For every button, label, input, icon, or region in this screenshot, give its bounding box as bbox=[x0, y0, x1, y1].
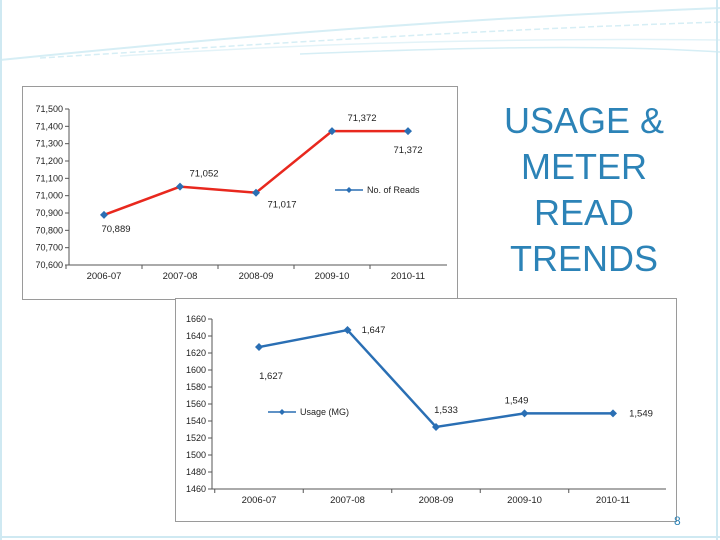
data-point-marker bbox=[176, 182, 184, 191]
y-tick-label: 70,600 bbox=[35, 260, 63, 270]
y-tick-label: 71,200 bbox=[35, 156, 63, 166]
x-tick-label: 2010-11 bbox=[596, 495, 630, 506]
y-tick-label: 71,500 bbox=[35, 104, 63, 114]
reads-chart: 70,600 70,700 70,800 70,900 71,000 71,100 71,2… bbox=[35, 104, 447, 282]
data-label: 71,372 bbox=[347, 113, 376, 124]
x-tick-label: 2009-10 bbox=[315, 271, 350, 282]
data-label: 71,052 bbox=[189, 169, 218, 180]
x-tick-label: 2008-09 bbox=[239, 271, 274, 282]
y-tick-label: 1620 bbox=[186, 348, 206, 358]
data-label: 1,549 bbox=[505, 395, 529, 406]
x-tick-label: 2009-10 bbox=[507, 495, 542, 506]
x-tick-label: 2007-08 bbox=[163, 271, 198, 282]
reads-chart-frame: 70,600 70,700 70,800 70,900 71,000 71,100 71,2… bbox=[22, 86, 458, 300]
y-tick-label: 1580 bbox=[186, 382, 206, 392]
y-tick-label: 1640 bbox=[186, 331, 206, 341]
x-tick-label: 2006-07 bbox=[87, 271, 122, 282]
data-label: 70,889 bbox=[101, 224, 130, 235]
data-point-marker bbox=[255, 343, 263, 352]
y-tick-label: 1600 bbox=[186, 365, 206, 375]
y-tick-label: 1480 bbox=[186, 467, 206, 477]
data-label: 1,533 bbox=[434, 405, 458, 416]
x-tick-label: 2007-08 bbox=[330, 495, 365, 506]
legend-label: Usage (MG) bbox=[300, 407, 349, 417]
data-point-marker bbox=[609, 409, 617, 418]
y-tick-label: 71,100 bbox=[35, 173, 63, 183]
legend-label: No. of Reads bbox=[367, 185, 420, 195]
slide-number: 8 bbox=[674, 514, 681, 528]
y-tick-label: 1660 bbox=[186, 314, 206, 324]
y-tick-label: 1520 bbox=[186, 433, 206, 443]
data-label: 71,017 bbox=[267, 200, 296, 211]
data-point-marker bbox=[404, 127, 412, 136]
series-line bbox=[103, 129, 408, 217]
bg-swoosh-2 bbox=[39, 21, 720, 59]
y-tick-label: 71,300 bbox=[35, 139, 63, 149]
data-point-marker bbox=[343, 326, 352, 335]
y-tick-label: 70,900 bbox=[35, 208, 63, 218]
data-point-marker bbox=[100, 210, 108, 219]
y-tick-label: 71,400 bbox=[35, 121, 63, 131]
data-point-marker bbox=[328, 127, 336, 136]
usage-chart: 1460 1480 1500 1520 1540 1560 1580 1600 1620 1640… bbox=[186, 314, 666, 506]
y-tick-label: 70,700 bbox=[35, 243, 63, 253]
data-label: 71,372 bbox=[393, 145, 422, 156]
legend-marker bbox=[346, 187, 352, 193]
y-tick-label: 1540 bbox=[186, 416, 206, 426]
data-point-marker bbox=[520, 409, 529, 418]
x-tick-label: 2006-07 bbox=[242, 495, 277, 506]
x-tick-label: 2010-11 bbox=[391, 271, 425, 282]
y-tick-label: 71,000 bbox=[35, 191, 63, 201]
bg-swoosh-3 bbox=[119, 38, 720, 57]
x-tick-label: 2008-09 bbox=[419, 495, 454, 506]
y-tick-label: 70,800 bbox=[35, 225, 63, 235]
bg-swoosh-4 bbox=[299, 46, 720, 55]
y-tick-label: 1560 bbox=[186, 399, 206, 409]
slide-title: USAGE & METER READ TRENDS bbox=[503, 100, 665, 279]
usage-chart-frame: 1460 1480 1500 1520 1540 1560 1580 1600 1620 1640… bbox=[175, 298, 677, 522]
y-tick-label: 1460 bbox=[186, 484, 206, 494]
data-label: 1,627 bbox=[259, 371, 283, 382]
data-label: 1,549 bbox=[629, 408, 653, 419]
legend-marker bbox=[279, 409, 285, 415]
y-tick-label: 1500 bbox=[186, 450, 206, 460]
data-label: 1,647 bbox=[362, 325, 386, 336]
bg-swoosh-1 bbox=[0, 7, 720, 61]
data-point-marker bbox=[252, 188, 260, 197]
data-point-marker bbox=[432, 422, 440, 431]
